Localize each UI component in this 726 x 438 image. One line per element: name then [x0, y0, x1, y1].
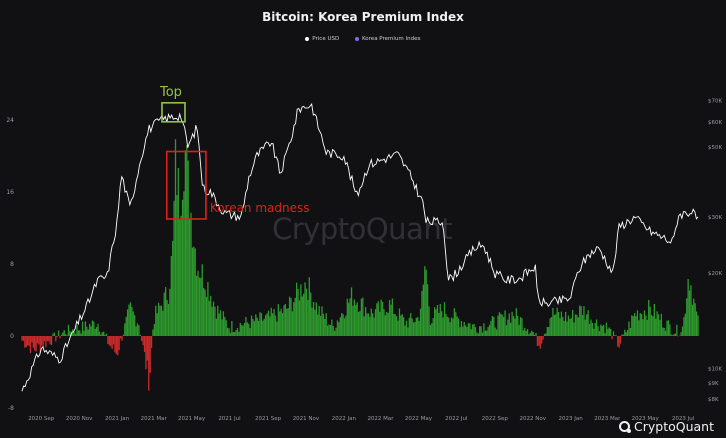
right-axis-tick-label: $8K [708, 397, 719, 403]
right-axis-tick-label: $30K [708, 215, 722, 221]
right-axis-tick-label: $70K [708, 99, 722, 105]
right-axis-tick-label: $50K [708, 145, 722, 151]
legend-dot-price-icon [305, 36, 310, 41]
x-axis-tick-label: 2022 Mar [367, 416, 394, 422]
brand-name: CryptoQuant [634, 419, 714, 434]
legend-label-price: Price USD [312, 36, 340, 42]
legend-item-kpi[interactable]: Korea Premium Index [354, 36, 421, 42]
x-axis-tick-label: 2020 Sep [28, 416, 55, 422]
x-axis-tick-label: 2021 Jan [105, 416, 130, 422]
legend-dot-kpi-icon [354, 36, 359, 41]
korean-madness-label: Korean madness [210, 201, 310, 215]
top-annotation-label: Top [159, 85, 182, 100]
left-axis-tick-label: 16 [6, 189, 14, 196]
x-axis-tick-label: 2023 Jul [672, 416, 695, 422]
x-axis-tick-label: 2021 Mar [141, 416, 168, 422]
x-axis-tick-label: 2022 Sep [482, 416, 509, 422]
legend-item-price[interactable]: Price USD [305, 36, 339, 42]
x-axis-tick-label: 2021 Nov [293, 416, 320, 422]
x-axis-tick-label: 2020 Nov [66, 416, 93, 422]
right-axis-tick-label: $9K [708, 381, 719, 387]
x-axis-tick-label: 2023 May [632, 416, 660, 422]
x-axis-tick-label: 2022 May [405, 416, 433, 422]
left-axis-tick-label: 24 [6, 117, 14, 124]
left-axis-tick-label: 8 [10, 261, 14, 268]
left-axis-tick-label: -8 [8, 405, 14, 412]
x-axis-tick-label: 2022 Jan [332, 416, 357, 422]
cryptoquant-logo-icon [619, 421, 631, 433]
right-axis-tick-label: $60K [708, 120, 722, 126]
legend-label-kpi: Korea Premium Index [361, 36, 421, 42]
top-annotation-box [161, 102, 186, 123]
x-axis-tick-label: 2023 Mar [594, 416, 621, 422]
price-usd-line [21, 102, 699, 392]
brand-logo: CryptoQuant [619, 419, 714, 434]
korean-madness-box [165, 150, 207, 220]
chart-title: Bitcoin: Korea Premium Index [262, 10, 464, 24]
x-axis-tick-label: 2022 Nov [519, 416, 546, 422]
right-axis-tick-label: $20K [708, 271, 722, 277]
x-axis-tick-label: 2021 Jul [218, 416, 241, 422]
watermark: CryptoQuant [272, 212, 453, 246]
x-axis-tick-label: 2023 Jan [559, 416, 584, 422]
x-axis-tick-label: 2022 Jul [445, 416, 468, 422]
x-axis-tick-label: 2021 Sep [255, 416, 282, 422]
left-axis-tick-label: 0 [10, 333, 14, 340]
right-axis-tick-label: $10K [708, 366, 722, 372]
x-axis-tick-label: 2021 May [178, 416, 206, 422]
legend: Price USD Korea Premium Index [0, 36, 726, 42]
